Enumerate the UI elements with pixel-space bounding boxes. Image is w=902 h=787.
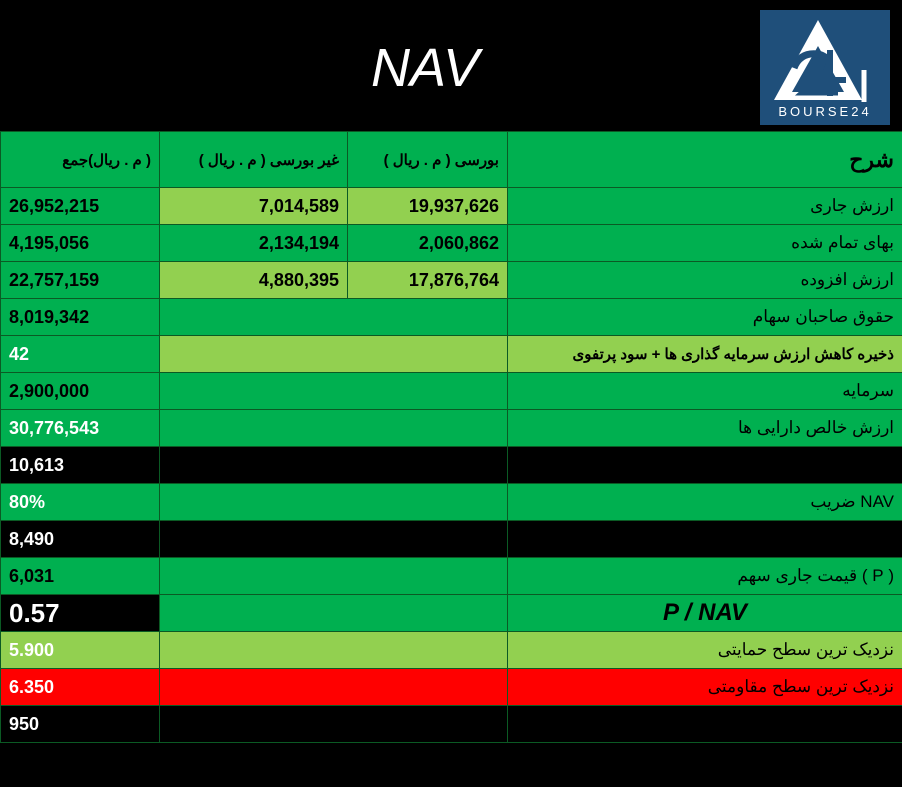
table-row: 22,757,159 4,880,395 17,876,764 ارزش افز… — [0, 261, 902, 299]
column-header-non-bourse: غیر بورسی ( م . ریال ) — [159, 131, 348, 188]
bourse24-logo: BOURSE24 — [760, 10, 890, 125]
bourse-value: 17,876,764 — [347, 261, 508, 299]
empty-cell — [159, 483, 508, 521]
empty-cell — [159, 557, 508, 595]
table-row: 0.57 P / NAV — [0, 594, 902, 632]
row-label: ارزش جاری — [507, 187, 902, 225]
empty-cell — [159, 409, 508, 447]
page-title: NAV — [370, 38, 480, 98]
table-row: 2,900,000 سرمایه — [0, 372, 902, 410]
total-value: 42 — [0, 335, 160, 373]
total-value: 80% — [0, 483, 160, 521]
bourse-value: 19,937,626 — [347, 187, 508, 225]
table-row: 950 سود قابل تقسیم در مجمع (96) — [0, 705, 902, 743]
nav-table: ( م . ریال)جمع غیر بورسی ( م . ریال ) بو… — [0, 131, 902, 743]
table-row: 6.350 نزدیک ترین سطح مقاومتی — [0, 668, 902, 706]
total-value: 4,195,056 — [0, 224, 160, 262]
table-row: 6,031 ( P ) قیمت جاری سهم — [0, 557, 902, 595]
total-value: 6.350 — [0, 668, 160, 706]
non-bourse-value: 4,880,395 — [159, 261, 348, 299]
column-header-bourse: بورسی ( م . ریال ) — [347, 131, 508, 188]
row-label: ارزش خالص دارایی ها — [507, 409, 902, 447]
table-row: 4,195,056 2,134,194 2,060,862 بهای تمام … — [0, 224, 902, 262]
table-row: 8,019,342 حقوق صاحبان سهام — [0, 298, 902, 336]
row-label: نزدیک ترین سطح حمایتی — [507, 631, 902, 669]
row-label: ارزش ذاتی — [507, 520, 902, 558]
row-label: سرمایه — [507, 372, 902, 410]
column-header-description: شرح — [507, 131, 902, 188]
row-label: سود قابل تقسیم در مجمع (96) — [507, 705, 902, 743]
empty-cell — [159, 631, 508, 669]
table-row: 42 ذخیره کاهش ارزش سرمایه گذاری ها + سود… — [0, 335, 902, 373]
total-value: 8,490 — [0, 520, 160, 558]
total-value: 30,776,543 — [0, 409, 160, 447]
header-bar: NAV BOURSE24 — [0, 0, 902, 131]
table-row: 5.900 نزدیک ترین سطح حمایتی — [0, 631, 902, 669]
empty-cell — [159, 668, 508, 706]
row-label: ارزش افزوده — [507, 261, 902, 299]
non-bourse-value: 2,134,194 — [159, 224, 348, 262]
row-label: ( P ) قیمت جاری سهم — [507, 557, 902, 595]
row-label: ذخیره کاهش ارزش سرمایه گذاری ها + سود پر… — [507, 335, 902, 373]
row-label: حقوق صاحبان سهام — [507, 298, 902, 336]
total-value: 10,613 — [0, 446, 160, 484]
table-row: 8,490 ارزش ذاتی — [0, 520, 902, 558]
empty-cell — [159, 520, 508, 558]
table-row: 30,776,543 ارزش خالص دارایی ها — [0, 409, 902, 447]
empty-cell — [159, 335, 508, 373]
row-label: بهای تمام شده — [507, 224, 902, 262]
logo-mark-icon — [774, 20, 867, 102]
empty-cell — [159, 372, 508, 410]
row-label: نزدیک ترین سطح مقاومتی — [507, 668, 902, 706]
row-label: NAV ضریب — [507, 483, 902, 521]
row-label: P / NAV — [507, 594, 902, 632]
column-header-total: ( م . ریال)جمع — [0, 131, 160, 188]
bourse-value: 2,060,862 — [347, 224, 508, 262]
total-value: 2,900,000 — [0, 372, 160, 410]
table-header-row: ( م . ریال)جمع غیر بورسی ( م . ریال ) بو… — [0, 131, 902, 188]
empty-cell — [159, 446, 508, 484]
total-value: 5.900 — [0, 631, 160, 669]
total-value: 0.57 — [0, 594, 160, 632]
empty-cell — [159, 298, 508, 336]
table-row: 26,952,215 7,014,589 19,937,626 ارزش جار… — [0, 187, 902, 225]
empty-cell — [159, 594, 508, 632]
table-row: 80% NAV ضریب — [0, 483, 902, 521]
total-value: 6,031 — [0, 557, 160, 595]
total-value: 22,757,159 — [0, 261, 160, 299]
non-bourse-value: 7,014,589 — [159, 187, 348, 225]
total-value: 8,019,342 — [0, 298, 160, 336]
logo-text: BOURSE24 — [778, 104, 872, 119]
total-value: 950 — [0, 705, 160, 743]
row-label: NAV — [507, 446, 902, 484]
empty-cell — [159, 705, 508, 743]
total-value: 26,952,215 — [0, 187, 160, 225]
table-row: 10,613 NAV — [0, 446, 902, 484]
